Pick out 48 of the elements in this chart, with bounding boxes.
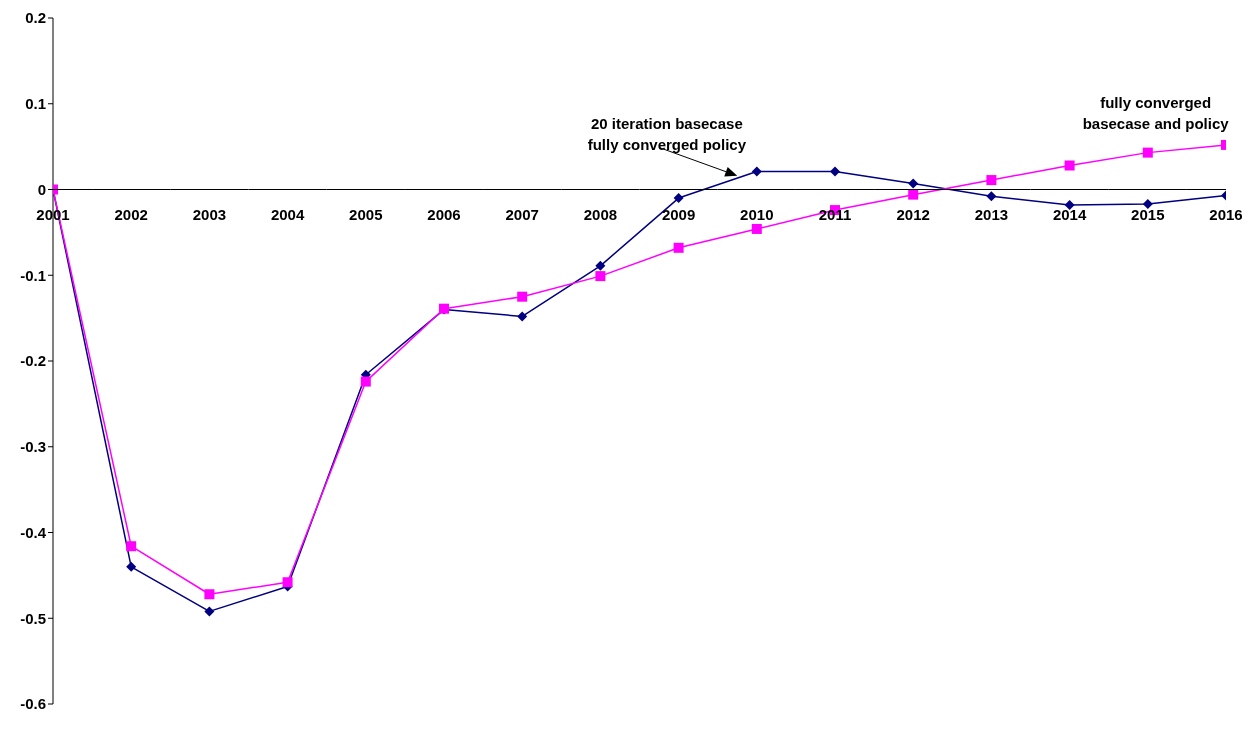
series-label: fully converged basecase and policy: [1082, 94, 1230, 133]
point: [751, 166, 762, 177]
point: [908, 178, 919, 189]
x-tick-label: 2004: [270, 205, 305, 223]
point: [1142, 147, 1153, 158]
point: [673, 193, 684, 204]
y-tick-label: -0.4: [20, 523, 47, 541]
series-label: 20 iteration basecase fully converged policy: [587, 115, 747, 154]
point: [517, 291, 528, 302]
x-tick-label: 2009: [661, 205, 696, 223]
x-tick-label: 2002: [114, 205, 148, 223]
point: [360, 376, 371, 387]
point: [1064, 199, 1075, 210]
point: [595, 271, 606, 282]
point: [126, 541, 137, 552]
x-tick-label: 2005: [349, 205, 383, 223]
y-tick-label: -0.2: [20, 352, 46, 370]
x-tick-label: 2015: [1131, 205, 1165, 223]
point: [282, 577, 293, 588]
point: [673, 242, 684, 253]
point: [986, 191, 997, 202]
x-tick-label: 2014: [1052, 205, 1087, 223]
x-tick-label: 2006: [427, 205, 461, 223]
y-tick-label: -0.3: [20, 438, 46, 456]
point: [986, 175, 997, 186]
y-tick-label: -0.6: [20, 695, 46, 713]
x-tick-label: 2012: [896, 205, 930, 223]
y-tick-label: -0.1: [20, 266, 46, 284]
point: [204, 589, 215, 600]
y-tick-label: 0.1: [25, 95, 46, 113]
point: [204, 606, 215, 617]
point: [595, 260, 606, 271]
x-tick-label: 2003: [192, 205, 227, 223]
point: [126, 561, 137, 572]
x-tick-label: 2008: [583, 205, 618, 223]
point: [751, 223, 762, 234]
x-tick-label: 2013: [974, 205, 1009, 223]
x-tick-label: 2007: [505, 205, 539, 223]
x-tick-label: 2010: [740, 205, 774, 223]
y-tick-label: 0: [37, 180, 46, 198]
point: [908, 189, 919, 200]
point: [1142, 199, 1153, 210]
y-tick-label: -0.5: [20, 609, 46, 627]
point: [830, 166, 840, 177]
point: [1064, 160, 1075, 171]
y-tick-label: 0.2: [25, 9, 46, 27]
x-tick-label: 2016: [1209, 205, 1243, 223]
point: [517, 311, 528, 322]
